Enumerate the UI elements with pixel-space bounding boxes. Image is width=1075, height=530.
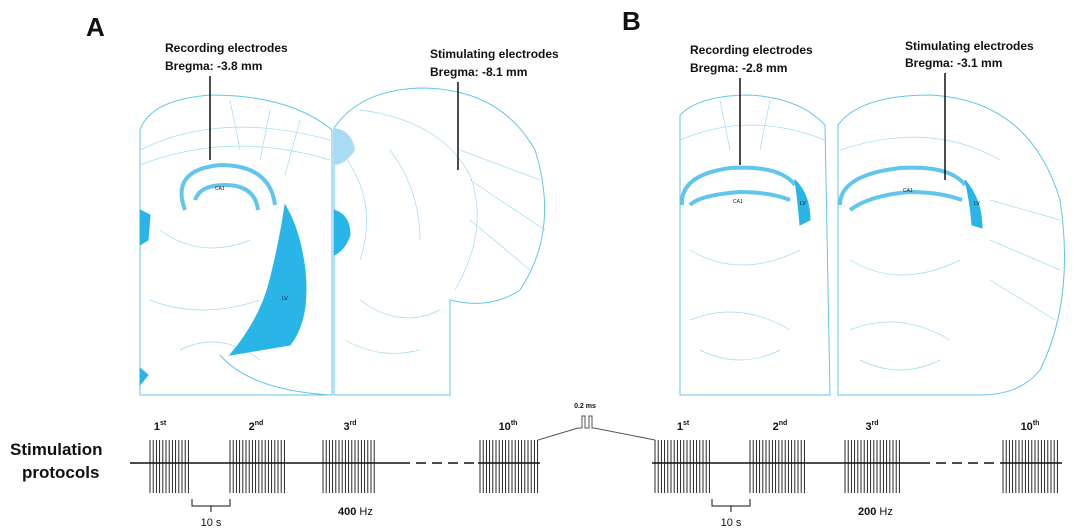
train-suffix: st	[683, 420, 690, 427]
brain-slice	[680, 95, 830, 395]
train-label: 10th	[499, 420, 518, 433]
protocol-title: protocols	[22, 463, 99, 482]
train-suffix: rd	[872, 420, 879, 427]
region-label: LV	[974, 201, 980, 207]
train-number: 10	[1021, 421, 1033, 433]
interval-label: 10 s	[721, 517, 742, 529]
interval-brace	[712, 499, 750, 512]
panel-label: B	[622, 6, 641, 36]
annotation: Recording electrodes	[165, 41, 288, 55]
pulse-train	[1003, 440, 1057, 493]
train-suffix: th	[1033, 420, 1040, 427]
train-suffix: nd	[779, 420, 788, 427]
train-label: 3rd	[865, 420, 878, 433]
protocol-title: Stimulation	[10, 440, 103, 459]
region-label: LV	[800, 201, 806, 207]
region-label: CA1	[733, 199, 743, 205]
annotation: Bregma: -3.8 mm	[165, 59, 262, 73]
frequency-unit: Hz	[359, 506, 372, 518]
annotation: Stimulating electrodes	[430, 47, 559, 61]
annotation: Stimulating electrodes	[905, 39, 1034, 53]
frequency-value: 400	[338, 506, 356, 518]
region-label: CA1	[903, 188, 913, 194]
train-suffix: th	[511, 420, 518, 427]
train-suffix: nd	[255, 420, 264, 427]
frequency-value: 200	[858, 506, 876, 518]
train-suffix: st	[160, 420, 167, 427]
pulse-train	[480, 440, 538, 493]
train-label: 3rd	[343, 420, 356, 433]
brain-slice	[334, 88, 545, 395]
pulse-train	[845, 440, 899, 493]
frequency-label: 200 Hz	[858, 506, 893, 518]
panel-label: A	[86, 12, 105, 42]
region-label: CA1	[215, 186, 225, 192]
train-label: 2nd	[773, 420, 788, 433]
pulse-train	[150, 440, 188, 493]
train-label: 2nd	[249, 420, 264, 433]
train-suffix: rd	[350, 420, 357, 427]
annotation: Bregma: -2.8 mm	[690, 61, 787, 75]
pulse-train	[655, 440, 709, 493]
interval-label: 10 s	[201, 517, 222, 529]
train-label: 10th	[1021, 420, 1040, 433]
pulse-train	[230, 440, 284, 493]
region-label: LV	[282, 296, 288, 302]
train-number: 10	[499, 421, 511, 433]
pulse-width-label: 0.2 ms	[574, 403, 596, 410]
frequency-unit: Hz	[879, 506, 892, 518]
train-label: 1st	[677, 420, 690, 433]
pulse-zoom	[538, 416, 655, 440]
frequency-label: 400 Hz	[338, 506, 373, 518]
interval-brace	[192, 499, 230, 512]
annotation: Bregma: -3.1 mm	[905, 56, 1002, 70]
pulse-train	[323, 440, 374, 493]
annotation: Recording electrodes	[690, 43, 813, 57]
brain-slice	[140, 95, 332, 395]
train-label: 1st	[154, 420, 167, 433]
annotation: Bregma: -8.1 mm	[430, 65, 527, 79]
brain-slice	[838, 95, 1065, 395]
figure: A B CA1 LV CA1 LV CA1 LV Recording e	[0, 0, 1075, 530]
pulse-train	[750, 440, 804, 493]
